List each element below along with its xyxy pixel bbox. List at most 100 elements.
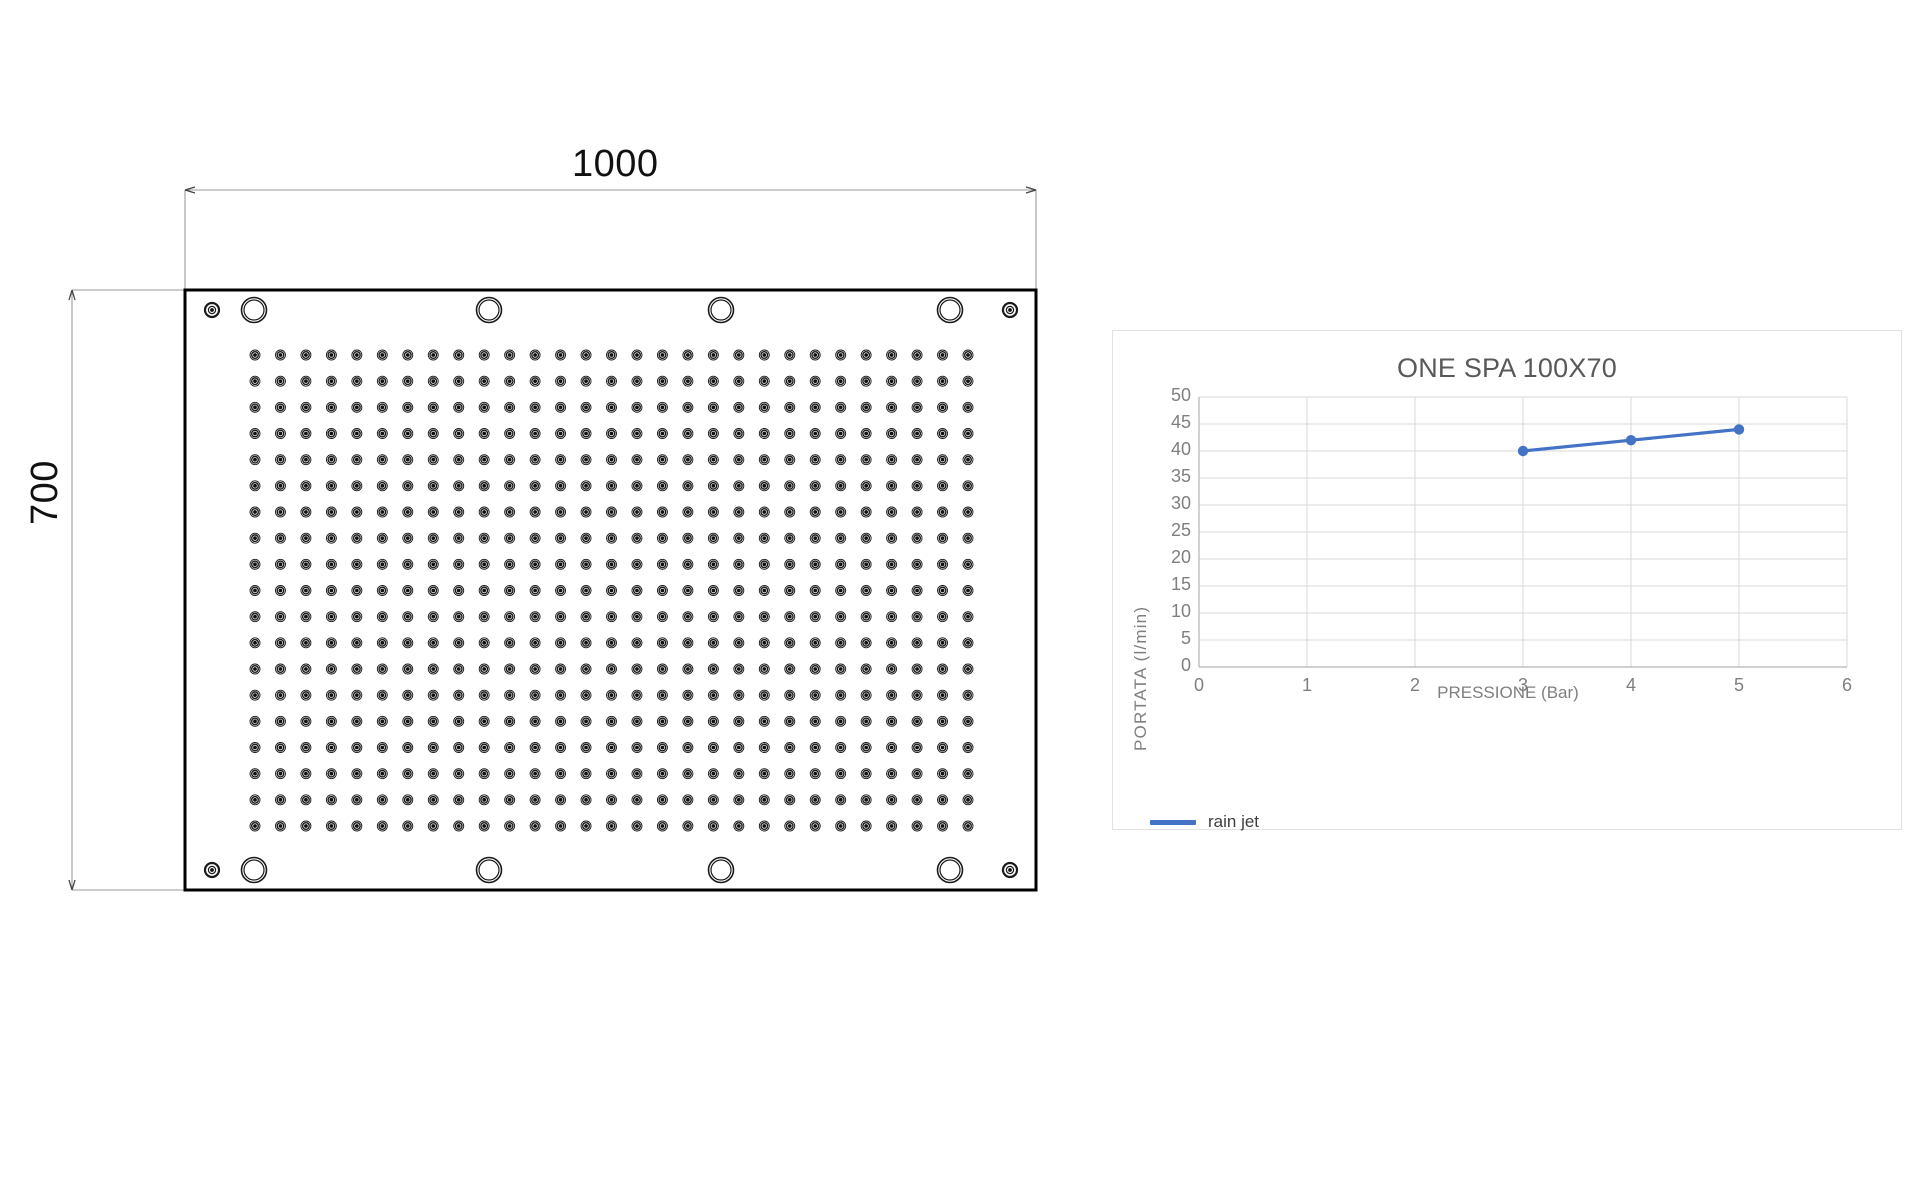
data-point-4-42	[1625, 435, 1637, 446]
nozzle-dot	[762, 353, 767, 357]
nozzle-dot	[889, 483, 894, 488]
nozzle-dot	[838, 405, 843, 410]
nozzle-dot	[558, 719, 563, 724]
y-tick-label-10: 10	[1170, 601, 1191, 621]
nozzle-dot	[864, 745, 869, 750]
nozzle-dot	[482, 667, 487, 671]
nozzle-dot	[558, 640, 563, 645]
y-tick-label-20: 20	[1170, 547, 1191, 567]
nozzle-dot	[278, 457, 283, 462]
nozzle-dot	[507, 667, 512, 671]
nozzle-dot	[533, 379, 538, 384]
nozzle-dot	[558, 536, 563, 541]
nozzle-dot	[253, 771, 257, 776]
nozzle-dot	[329, 483, 334, 488]
data-series	[1517, 424, 1745, 457]
nozzle-dot	[966, 379, 970, 384]
nozzle-dot	[711, 824, 716, 828]
nozzle-dot	[635, 431, 639, 436]
nozzle-dot	[660, 745, 665, 750]
nozzle-dot	[405, 562, 410, 567]
nozzle-dot	[762, 562, 767, 567]
nozzle-dot	[915, 405, 919, 410]
nozzle-dot	[253, 457, 257, 462]
arrow-height-bottom	[68, 879, 76, 891]
nozzle-dot	[736, 640, 741, 645]
data-point-5-44	[1733, 424, 1745, 435]
nozzle-dot	[915, 745, 919, 750]
nozzle-dot	[635, 536, 639, 541]
nozzle-dot	[787, 667, 792, 671]
nozzle-dot	[966, 536, 970, 541]
nozzle-dot	[915, 510, 919, 514]
nozzle-dot	[354, 379, 359, 384]
nozzle-dot	[711, 510, 716, 514]
nozzle-dot	[431, 640, 436, 645]
nozzle-dot	[507, 745, 512, 750]
x-tick-label-0: 0	[1193, 675, 1204, 695]
nozzle-dot	[864, 614, 869, 619]
nozzle-dot	[838, 431, 843, 436]
nozzle-dot	[558, 797, 563, 802]
nozzle-dot	[889, 719, 894, 724]
nozzle-dot	[278, 797, 283, 802]
nozzle-dot	[533, 667, 538, 671]
nozzle-dot	[253, 640, 257, 645]
nozzle-dot	[813, 614, 818, 619]
nozzle-dot	[507, 771, 512, 776]
nozzle-dot	[838, 379, 843, 384]
nozzle-dot	[253, 588, 257, 593]
nozzle-dot	[864, 353, 869, 357]
nozzle-dot	[864, 667, 869, 671]
y-tick-label-25: 25	[1170, 520, 1191, 540]
nozzle-dot	[609, 510, 614, 514]
nozzle-dot	[507, 693, 512, 698]
nozzle-dot	[736, 379, 741, 384]
nozzle-dot	[838, 771, 843, 776]
nozzle-dot	[813, 431, 818, 436]
nozzle-dot	[685, 771, 690, 776]
nozzle-dot	[915, 824, 919, 828]
nozzle-dot	[354, 797, 359, 802]
nozzle-dot	[584, 457, 588, 462]
nozzle-dot	[431, 431, 436, 436]
nozzle-dot	[966, 667, 970, 671]
nozzle-dot	[507, 353, 512, 357]
nozzle-dot	[762, 588, 767, 593]
x-axis-label: PRESSIONE (Bar)	[1437, 683, 1579, 702]
nozzle-dot	[584, 588, 588, 593]
nozzle-dot	[304, 405, 308, 410]
nozzle-dot	[584, 797, 588, 802]
nozzle-dot	[456, 667, 461, 671]
nozzle-dot	[864, 405, 869, 410]
nozzle-dot	[533, 431, 538, 436]
nozzle-dot	[507, 614, 512, 619]
nozzle-dot	[380, 771, 385, 776]
nozzle-dot	[966, 588, 970, 593]
nozzle-dot	[278, 824, 283, 828]
nozzle-dot	[736, 405, 741, 410]
nozzle-dot	[736, 483, 741, 488]
nozzle-dot	[558, 588, 563, 593]
nozzle-dot	[482, 797, 487, 802]
nozzle-dot	[915, 797, 919, 802]
nozzle-dot	[533, 510, 538, 514]
nozzle-dot	[431, 719, 436, 724]
nozzle-dot	[482, 771, 487, 776]
nozzle-dot	[787, 797, 792, 802]
nozzle-dot	[304, 431, 308, 436]
nozzle-dot	[609, 588, 614, 593]
nozzle-dot	[329, 824, 334, 828]
nozzle-dot	[711, 379, 716, 384]
nozzle-dot	[354, 614, 359, 619]
nozzle-dot	[304, 640, 308, 645]
nozzle-dot	[940, 719, 945, 724]
nozzle-dot	[431, 483, 436, 488]
nozzle-dot	[762, 483, 767, 488]
nozzle-dot	[660, 667, 665, 671]
nozzle-dot	[685, 353, 690, 357]
nozzle-dot	[253, 797, 257, 802]
nozzle-dot	[660, 614, 665, 619]
nozzle-dot	[405, 667, 410, 671]
nozzle-dot	[940, 379, 945, 384]
